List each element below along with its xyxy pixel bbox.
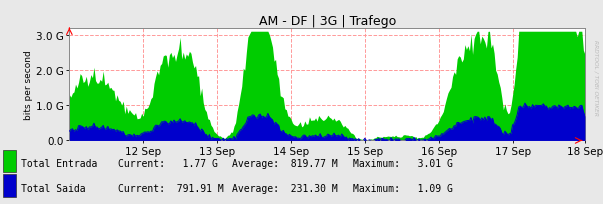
Title: AM - DF | 3G | Trafego: AM - DF | 3G | Trafego	[259, 14, 396, 27]
Text: Total Entrada: Total Entrada	[21, 158, 98, 168]
Text: RRDTOOL / TOBI OETIKER: RRDTOOL / TOBI OETIKER	[593, 40, 598, 115]
Y-axis label: bits per second: bits per second	[24, 50, 33, 119]
Text: Current:   1.77 G: Current: 1.77 G	[118, 158, 218, 168]
Text: Maximum:   3.01 G: Maximum: 3.01 G	[353, 158, 453, 168]
Text: Current:  791.91 M: Current: 791.91 M	[118, 183, 223, 193]
Text: Total Saida: Total Saida	[21, 183, 86, 193]
Text: Maximum:   1.09 G: Maximum: 1.09 G	[353, 183, 453, 193]
Text: Average:  819.77 M: Average: 819.77 M	[232, 158, 338, 168]
Text: Average:  231.30 M: Average: 231.30 M	[232, 183, 338, 193]
